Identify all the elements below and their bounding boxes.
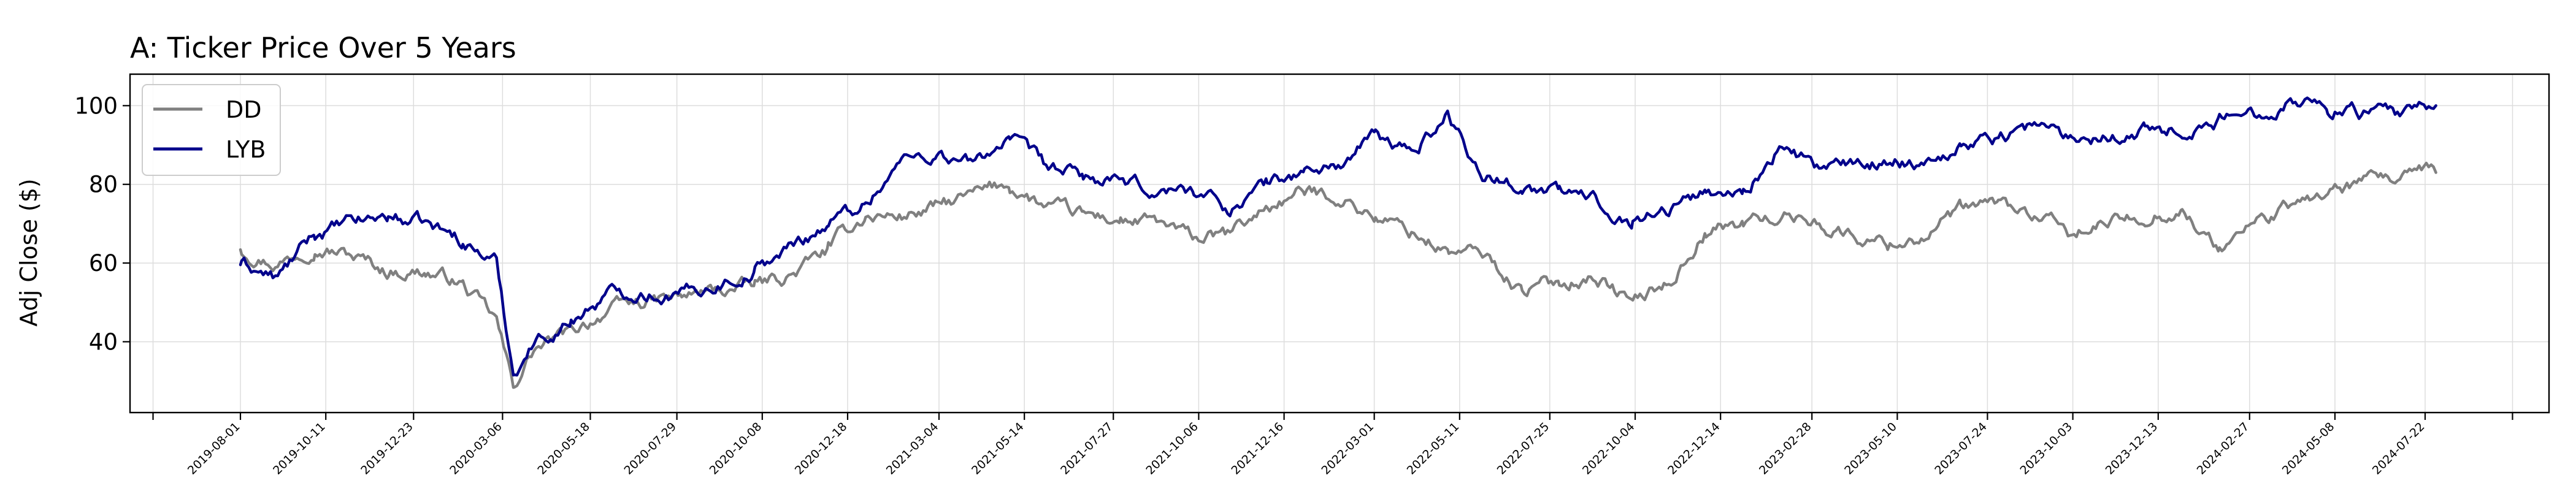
y-axis-label: Adj Close ($) xyxy=(15,178,42,327)
x-tick-label: 2021-05-14 xyxy=(969,420,1027,478)
series-line-dd xyxy=(239,161,2437,389)
x-tick-label: 2023-05-10 xyxy=(1842,420,1899,478)
x-tick-label: 2024-07-22 xyxy=(2370,420,2428,478)
x-tick-label: 2023-12-13 xyxy=(2103,420,2161,478)
x-tick-label: 2021-10-06 xyxy=(1143,420,1201,478)
x-tick-label: 2024-05-08 xyxy=(2280,420,2337,478)
legend-frame xyxy=(142,84,281,176)
x-tick-label: 2022-05-11 xyxy=(1405,420,1462,478)
x-tick-label: 2019-12-23 xyxy=(358,420,416,478)
x-tick-label: 2021-07-27 xyxy=(1058,420,1116,478)
series-lines xyxy=(239,96,2437,389)
x-tick-label: 2021-03-04 xyxy=(884,420,941,478)
series-line-lyb xyxy=(239,96,2437,377)
x-tick-label: 2020-07-29 xyxy=(622,420,680,478)
x-tick-label: 2022-12-14 xyxy=(1665,420,1723,478)
x-axis-ticks: 2019-08-01 2019-10-11 2019-12-23 2020-03-06… xyxy=(152,413,2513,478)
x-tick-label: 2023-07-24 xyxy=(1932,420,1990,478)
x-tick-label: 2020-10-08 xyxy=(707,420,765,478)
x-tick-label: 2019-08-01 xyxy=(185,420,243,478)
y-tick-label: 40 xyxy=(89,329,118,355)
chart-title: A: Ticker Price Over 5 Years xyxy=(130,31,516,64)
x-tick-label: 2020-12-18 xyxy=(792,420,850,478)
legend-label-lyb: LYB xyxy=(226,136,266,163)
x-tick-label: 2020-03-06 xyxy=(447,420,505,478)
y-tick-label: 80 xyxy=(89,172,118,198)
y-tick-label: 60 xyxy=(89,250,118,276)
x-tick-label: 2019-10-11 xyxy=(270,420,328,478)
x-tick-label: 2022-03-01 xyxy=(1319,420,1377,478)
x-tick-label: 2023-10-03 xyxy=(2018,420,2076,478)
x-tick-label: 2022-10-04 xyxy=(1580,420,1638,478)
x-tick-label: 2022-07-25 xyxy=(1495,420,1552,478)
x-tick-label: 2024-02-27 xyxy=(2195,420,2252,478)
y-axis-ticks: 40 60 80 100 xyxy=(74,93,130,355)
plot-area-frame xyxy=(129,73,2550,414)
chart-legend: DD LYB xyxy=(142,84,281,176)
legend-label-dd: DD xyxy=(226,96,262,123)
x-tick-label: 2020-05-18 xyxy=(535,420,592,478)
y-tick-label: 100 xyxy=(74,93,118,119)
x-tick-label: 2023-02-28 xyxy=(1757,420,1814,478)
grid-lines xyxy=(130,74,2549,413)
x-tick-label: 2021-12-16 xyxy=(1229,420,1287,478)
